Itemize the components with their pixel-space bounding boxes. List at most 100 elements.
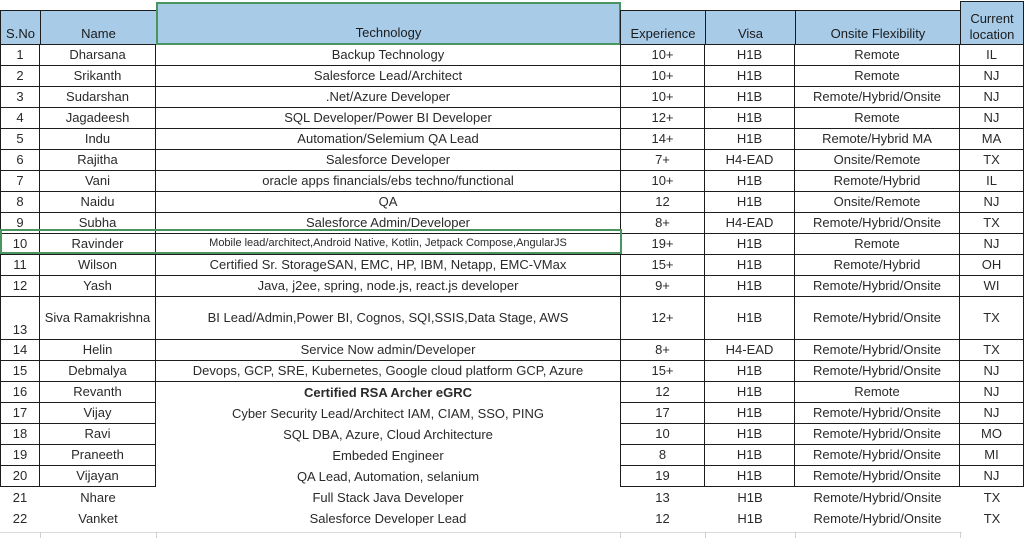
cell-experience[interactable]: 8+ — [620, 213, 705, 234]
cell-location[interactable]: TX — [983, 489, 1001, 505]
cell-sno[interactable]: 12 — [0, 276, 40, 297]
cell-sno[interactable]: 3 — [0, 87, 40, 108]
cell-sno[interactable]: 20 — [0, 466, 40, 487]
cell-sno[interactable]: 18 — [0, 424, 40, 445]
cell-sno[interactable]: 14 — [0, 340, 40, 361]
cell-technology[interactable]: Salesforce Developer Lead — [309, 510, 467, 526]
cell-sno[interactable]: 17 — [0, 403, 40, 424]
cell-onsite[interactable]: Remote/Hybrid/Onsite — [795, 445, 960, 466]
cell-experience[interactable]: 10 — [620, 424, 705, 445]
cell-name[interactable]: Ravinder — [40, 234, 156, 255]
cell-experience[interactable]: 10+ — [620, 66, 705, 87]
cell-location[interactable]: MA — [960, 129, 1024, 150]
cell-location[interactable]: NJ — [960, 361, 1024, 382]
cell-onsite[interactable]: Remote/Hybrid/Onsite — [813, 489, 942, 505]
cell-name[interactable]: Srikanth — [40, 66, 156, 87]
cell-technology[interactable]: SQL DBA, Azure, Cloud Architecture — [283, 426, 493, 442]
column-header-sno[interactable]: S.No — [0, 10, 41, 45]
cell-sno[interactable]: 9 — [0, 213, 40, 234]
cell-experience[interactable]: 8 — [620, 445, 705, 466]
cell-name[interactable]: Naidu — [40, 192, 156, 213]
cell-experience[interactable]: 12+ — [620, 297, 705, 340]
cell-experience[interactable]: 14+ — [620, 129, 705, 150]
cell-name[interactable]: Nhare — [80, 489, 116, 505]
cell-location[interactable]: OH — [960, 255, 1024, 276]
cell-technology[interactable]: Devops, GCP, SRE, Kubernetes, Google clo… — [156, 361, 620, 382]
cell-visa[interactable]: H1B — [705, 87, 795, 108]
cell-name[interactable]: Sudarshan — [40, 87, 156, 108]
cell-onsite[interactable]: Remote — [795, 382, 960, 403]
cell-onsite[interactable]: Remote/Hybrid — [795, 171, 960, 192]
cell-sno[interactable]: 10 — [0, 234, 40, 255]
cell-experience[interactable]: 7+ — [620, 150, 705, 171]
cell-onsite[interactable]: Remote/Hybrid — [795, 255, 960, 276]
cell-visa[interactable]: H1B — [705, 403, 795, 424]
cell-visa[interactable]: H1B — [705, 382, 795, 403]
cell-name[interactable]: Vanket — [78, 510, 118, 526]
cell-sno[interactable]: 15 — [0, 361, 40, 382]
cell-location[interactable]: MO — [960, 424, 1024, 445]
cell-name[interactable]: Indu — [40, 129, 156, 150]
cell-technology[interactable]: Salesforce Admin/Developer — [156, 213, 620, 234]
cell-name[interactable]: Siva Ramakrishna — [40, 297, 156, 340]
cell-name[interactable]: Vijay — [40, 403, 156, 424]
cell-name[interactable]: Debmalya — [40, 361, 156, 382]
cell-onsite[interactable]: Onsite/Remote — [795, 192, 960, 213]
cell-technology[interactable]: Cyber Security Lead/Architect IAM, CIAM,… — [231, 405, 545, 421]
cell-location[interactable]: TX — [960, 150, 1024, 171]
cell-visa[interactable]: H1B — [705, 276, 795, 297]
cell-sno[interactable]: 16 — [0, 382, 40, 403]
cell-technology[interactable]: Automation/Selemium QA Lead — [156, 129, 620, 150]
cell-visa[interactable]: H4-EAD — [705, 150, 795, 171]
cell-onsite[interactable]: Remote/Hybrid/Onsite — [795, 87, 960, 108]
cell-experience[interactable]: 10+ — [620, 87, 705, 108]
cell-sno[interactable]: 6 — [0, 150, 40, 171]
cell-name[interactable]: Yash — [40, 276, 156, 297]
cell-visa[interactable]: H1B — [705, 424, 795, 445]
cell-technology[interactable]: Certified Sr. StorageSAN, EMC, HP, IBM, … — [156, 255, 620, 276]
cell-experience[interactable]: 12 — [620, 192, 705, 213]
cell-location[interactable]: NJ — [960, 466, 1024, 487]
cell-location[interactable]: NJ — [960, 108, 1024, 129]
cell-name[interactable]: Revanth — [40, 382, 156, 403]
cell-experience[interactable]: 8+ — [620, 340, 705, 361]
cell-onsite[interactable]: Remote/Hybrid/Onsite — [795, 361, 960, 382]
cell-sno[interactable]: 4 — [0, 108, 40, 129]
cell-name[interactable]: Wilson — [40, 255, 156, 276]
cell-sno[interactable]: 2 — [0, 66, 40, 87]
cell-visa[interactable]: H1B — [737, 489, 763, 505]
cell-sno[interactable]: 5 — [0, 129, 40, 150]
cell-sno[interactable]: 22 — [12, 510, 28, 526]
cell-technology[interactable]: BI Lead/Admin,Power BI, Cognos, SQI,SSIS… — [156, 297, 620, 340]
cell-name[interactable]: Vijayan — [40, 466, 156, 487]
cell-technology[interactable]: oracle apps financials/ebs techno/functi… — [156, 171, 620, 192]
cell-visa[interactable]: H1B — [705, 129, 795, 150]
cell-location[interactable]: NJ — [960, 382, 1024, 403]
cell-sno[interactable]: 13 — [0, 297, 40, 340]
cell-visa[interactable]: H1B — [705, 445, 795, 466]
column-header-visa[interactable]: Visa — [705, 10, 796, 45]
cell-technology[interactable]: SQL Developer/Power BI Developer — [156, 108, 620, 129]
cell-location[interactable]: IL — [960, 171, 1024, 192]
cell-visa[interactable]: H1B — [705, 361, 795, 382]
cell-onsite[interactable]: Remote/Hybrid MA — [795, 129, 960, 150]
cell-name[interactable]: Subha — [40, 213, 156, 234]
cell-location[interactable]: TX — [960, 213, 1024, 234]
cell-location[interactable]: TX — [983, 510, 1001, 526]
cell-technology[interactable]: Backup Technology — [156, 45, 620, 66]
cell-onsite[interactable]: Remote/Hybrid/Onsite — [795, 213, 960, 234]
cell-technology[interactable]: Certified RSA Archer eGRC — [303, 384, 473, 400]
cell-visa[interactable]: H1B — [705, 45, 795, 66]
cell-sno[interactable]: 11 — [0, 255, 40, 276]
cell-onsite[interactable]: Remote/Hybrid/Onsite — [813, 510, 942, 526]
cell-sno[interactable]: 19 — [0, 445, 40, 466]
cell-onsite[interactable]: Remote/Hybrid/Onsite — [795, 276, 960, 297]
cell-technology[interactable]: Service Now admin/Developer — [156, 340, 620, 361]
column-header-onsite[interactable]: Onsite Flexibility — [795, 10, 961, 45]
cell-visa[interactable]: H1B — [705, 255, 795, 276]
cell-technology[interactable]: Salesforce Developer — [156, 150, 620, 171]
cell-location[interactable]: NJ — [960, 403, 1024, 424]
cell-technology[interactable]: QA Lead, Automation, selanium — [296, 468, 480, 484]
cell-name[interactable]: Dharsana — [40, 45, 156, 66]
cell-visa[interactable]: H1B — [737, 510, 763, 526]
